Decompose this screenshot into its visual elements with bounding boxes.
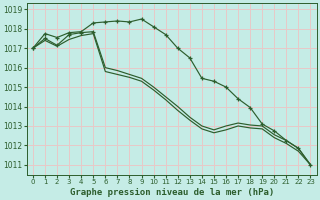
- X-axis label: Graphe pression niveau de la mer (hPa): Graphe pression niveau de la mer (hPa): [69, 188, 274, 197]
